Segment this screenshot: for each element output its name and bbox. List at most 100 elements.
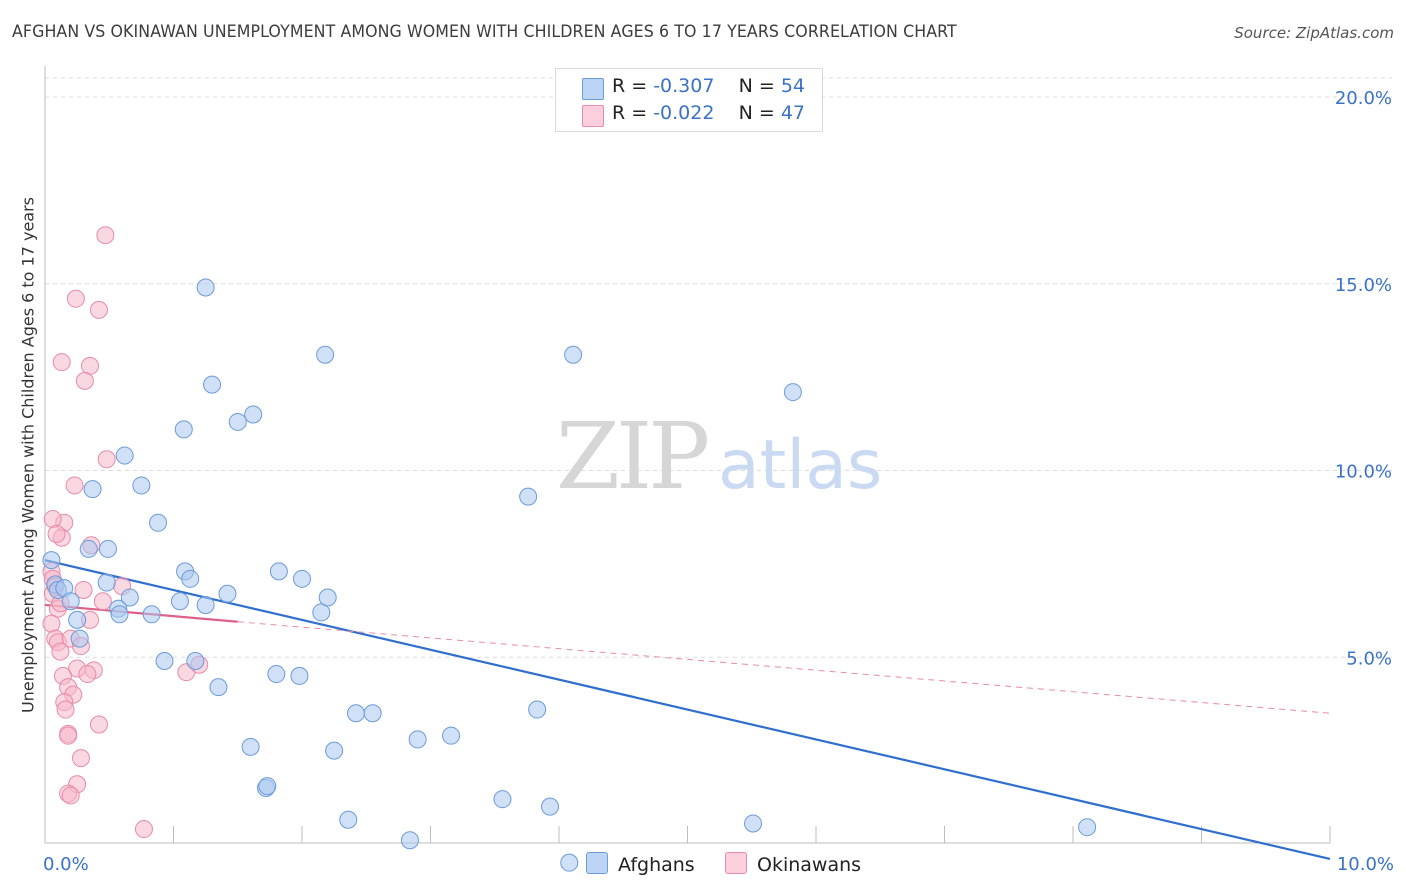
afghans-point	[363, 704, 382, 723]
okinawans-point	[65, 476, 84, 495]
okinawans-point	[47, 524, 66, 543]
okinawans-point	[61, 786, 80, 805]
y-tick-label: 20.0%	[1335, 88, 1392, 109]
afghans-point	[318, 588, 337, 607]
afghans-point	[196, 278, 215, 297]
afghans-point	[209, 678, 228, 697]
okinawans-swatch	[582, 105, 604, 127]
okinawans-point	[134, 820, 153, 839]
okinawans-points	[42, 226, 209, 839]
okinawans-point	[96, 226, 115, 245]
afghans-point	[493, 790, 512, 809]
afghans-point	[68, 610, 87, 629]
afghans-swatch	[582, 78, 604, 100]
afghans-point	[83, 480, 102, 499]
afghans-point	[564, 345, 583, 364]
okinawans-point	[52, 353, 71, 372]
okinawans-point	[71, 749, 90, 768]
gridlines	[45, 77, 1392, 658]
okinawans-legend-label: Okinawans	[757, 854, 862, 876]
y-tick-label: 15.0%	[1335, 275, 1392, 296]
axes	[44, 66, 1331, 844]
afghans-point	[196, 595, 215, 614]
okinawans-trend-extension	[237, 621, 1331, 714]
afghans-point	[316, 345, 335, 364]
afghans-point	[346, 704, 365, 723]
afghans-point	[98, 539, 117, 558]
afghans-point	[97, 573, 116, 592]
legend-n-value: 54	[780, 75, 806, 97]
y-tick-label: 10.0%	[1335, 462, 1392, 483]
afghans-legend-swatch	[586, 852, 608, 874]
legend-n-value: 47	[780, 102, 806, 124]
afghans-point	[528, 700, 547, 719]
afghans-trend-line	[44, 559, 1331, 861]
okinawans-point	[66, 289, 85, 308]
legend-r-label: R =	[612, 102, 654, 124]
afghans-point	[79, 539, 98, 558]
afghans-point	[170, 592, 189, 611]
afghans-point	[293, 569, 311, 588]
y-tick-label: 5.0%	[1346, 648, 1392, 669]
afghans-legend-label: Afghans	[618, 854, 695, 876]
x-tick-label: 10.0%	[1337, 854, 1394, 875]
afghans-point	[258, 777, 277, 796]
legend-r-value: -0.307	[653, 75, 715, 97]
okinawans-point	[51, 642, 70, 661]
legend-n-label: N =	[738, 75, 781, 97]
afghans-point	[541, 797, 560, 816]
okinawans-point	[56, 700, 75, 719]
afghans-point	[149, 513, 168, 532]
afghans-point	[408, 730, 427, 749]
watermark-atlas: atlas	[718, 426, 882, 505]
afghans-point	[560, 853, 579, 872]
afghans-point	[218, 584, 237, 603]
afghans-point	[155, 651, 174, 670]
afghans-point	[442, 726, 461, 745]
afghans-point	[132, 476, 151, 495]
stats-legend: R = -0.307 N = 54 R = -0.022 N = 47	[555, 68, 823, 132]
afghans-point	[325, 741, 344, 760]
afghans-point	[61, 592, 80, 611]
okinawans-point	[97, 450, 116, 469]
okinawans-point	[80, 356, 99, 375]
afghans-point	[241, 737, 260, 756]
afghans-point	[312, 603, 331, 622]
watermark-zip: ZIP	[556, 403, 707, 510]
afghans-point	[120, 588, 139, 607]
okinawans-legend-swatch	[725, 852, 747, 874]
okinawans-trend-line	[44, 603, 238, 623]
bottom-legend-afghans[interactable]: Afghans	[586, 852, 695, 876]
afghans-point	[115, 446, 134, 465]
okinawans-point	[43, 510, 62, 529]
afghans-point	[110, 605, 129, 624]
afghans-point	[203, 375, 222, 394]
afghans-point	[228, 412, 247, 431]
legend-n-label: N =	[738, 102, 781, 124]
afghans-point	[400, 831, 419, 850]
okinawans-point	[93, 592, 112, 611]
okinawans-point	[59, 726, 78, 745]
okinawans-point	[78, 665, 97, 684]
afghans-point	[244, 405, 263, 424]
chart-title: AFGHAN VS OKINAWAN UNEMPLOYMENT AMONG WO…	[12, 22, 957, 42]
afghans-point	[142, 605, 161, 624]
okinawans-point	[74, 581, 93, 600]
afghans-point	[267, 665, 286, 684]
afghans-point	[70, 629, 89, 648]
afghans-point	[269, 562, 288, 581]
afghans-point	[339, 810, 358, 829]
afghans-point	[290, 666, 309, 685]
afghans-point	[783, 383, 802, 402]
legend-r-label: R =	[612, 75, 654, 97]
trend-lines	[44, 559, 1331, 861]
okinawans-point	[75, 371, 94, 390]
okinawans-point	[89, 300, 108, 319]
source-credit: Source: ZipAtlas.com	[1234, 24, 1394, 42]
okinawans-point	[42, 614, 61, 633]
okinawans-point	[89, 715, 108, 734]
bottom-legend-okinawans[interactable]: Okinawans	[725, 852, 861, 876]
afghans-point	[519, 487, 538, 506]
x-tick-label: 0.0%	[43, 854, 89, 875]
